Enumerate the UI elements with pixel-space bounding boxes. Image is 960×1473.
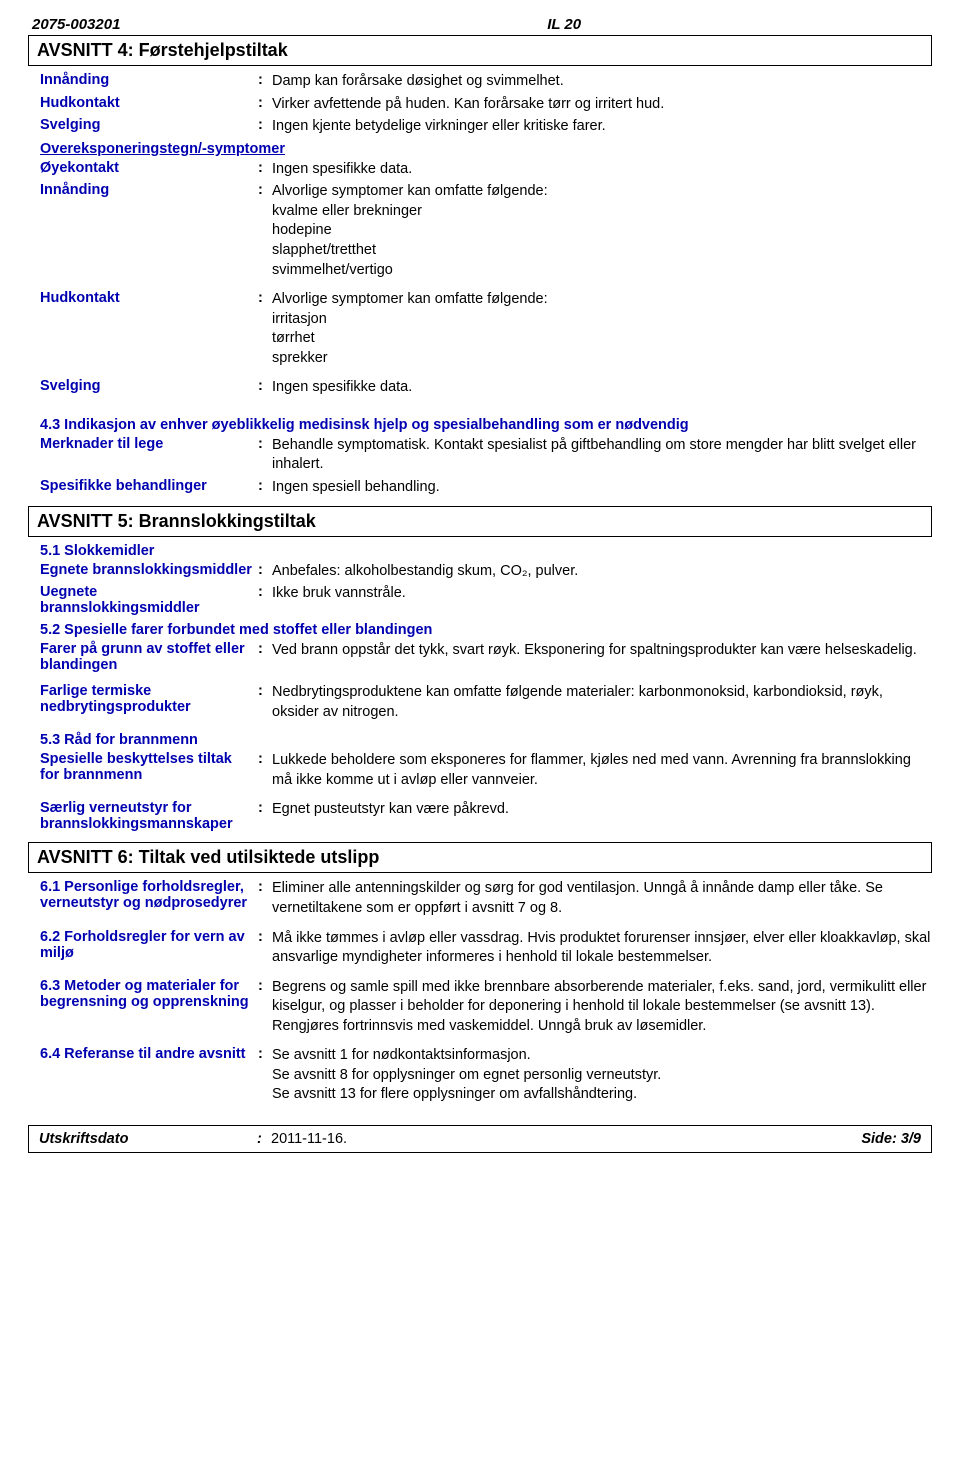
s6-r-row: 6.1 Personlige forholdsregler, verneutst…	[28, 879, 932, 918]
s6-r-label: 6.4 Referanse til andre avsnitt	[40, 1046, 258, 1105]
s4-r3-label: Spesifikke behandlinger	[40, 478, 258, 498]
s4-r2-label: Øyekontakt	[40, 160, 258, 180]
s5-r3-label: Spesielle beskyttelses tiltak for brannm…	[40, 751, 258, 790]
s5-r1-value: Anbefales: alkoholbestandig skum, CO₂, p…	[272, 562, 932, 582]
s5-r2-label: Farlige termiske nedbrytingsprodukter	[40, 683, 258, 722]
s6-r-label: 6.2 Forholdsregler for vern av miljø	[40, 929, 258, 968]
s4-r2-value: Alvorlige symptomer kan omfatte følgende…	[272, 182, 932, 280]
footer-page: Side: 3/9	[861, 1131, 921, 1147]
s6-r-row: 6.2 Forholdsregler for vern av miljø:Må …	[28, 929, 932, 968]
s4-r2-label: Hudkontakt	[40, 290, 258, 368]
s5-r3-row: Spesielle beskyttelses tiltak for brannm…	[28, 751, 932, 790]
s6-r-value: Må ikke tømmes i avløp eller vassdrag. H…	[272, 929, 932, 968]
s5-r3-label: Særlig verneutstyr for brannslokkingsman…	[40, 800, 258, 832]
footer-date-value: 2011-11-16.	[271, 1131, 347, 1147]
s5-sub1: 5.1 Slokkemidler	[40, 543, 932, 559]
s4-r1-label: Innånding	[40, 72, 258, 92]
s4-r2-row: Øyekontakt:Ingen spesifikke data.	[28, 160, 932, 180]
s6-r-label: 6.1 Personlige forholdsregler, verneutst…	[40, 879, 258, 918]
s5-r2-label: Farer på grunn av stoffet eller blanding…	[40, 641, 258, 673]
s4-r3-value: Ingen spesiell behandling.	[272, 478, 932, 498]
footer-date-label: Utskriftsdato	[39, 1131, 257, 1147]
s4-r3-row: Merknader til lege:Behandle symptomatisk…	[28, 436, 932, 475]
doc-id: 2075-003201	[32, 16, 435, 33]
s4-r2-value: Ingen spesifikke data.	[272, 378, 932, 398]
s5-r2-value: Nedbrytingsproduktene kan omfatte følgen…	[272, 683, 932, 722]
section-6-box: AVSNITT 6: Tiltak ved utilsiktede utslip…	[28, 842, 932, 873]
s4-r2-value: Ingen spesifikke data.	[272, 160, 932, 180]
s4-r2-value: Alvorlige symptomer kan omfatte følgende…	[272, 290, 932, 368]
section-4-box: AVSNITT 4: Førstehjelpstiltak	[28, 35, 932, 66]
s6-r-label: 6.3 Metoder og materialer for begrensnin…	[40, 978, 258, 1037]
s5-r1-row: Uegnete brannslokkingsmiddler:Ikke bruk …	[28, 584, 932, 616]
s4-r2-label: Innånding	[40, 182, 258, 280]
s6-r-value: Begrens og samle spill med ikke brennbar…	[272, 978, 932, 1037]
s4-r1-value: Virker avfettende på huden. Kan forårsak…	[272, 95, 932, 115]
section-5-box: AVSNITT 5: Brannslokkingstiltak	[28, 506, 932, 537]
s4-r2-row: Svelging:Ingen spesifikke data.	[28, 378, 932, 398]
s4-r2-row: Hudkontakt:Alvorlige symptomer kan omfat…	[28, 290, 932, 368]
section-5-title: AVSNITT 5: Brannslokkingstiltak	[37, 511, 923, 532]
s4-r3-label: Merknader til lege	[40, 436, 258, 475]
s4-r1-row: Innånding:Damp kan forårsake døsighet og…	[28, 72, 932, 92]
s6-r-row: 6.4 Referanse til andre avsnitt:Se avsni…	[28, 1046, 932, 1105]
s4-r1-label: Hudkontakt	[40, 95, 258, 115]
section-4-title: AVSNITT 4: Førstehjelpstiltak	[37, 40, 923, 61]
s6-r-value: Eliminer alle antenningskilder og sørg f…	[272, 879, 932, 918]
s4-r1-row: Svelging:Ingen kjente betydelige virknin…	[28, 117, 932, 137]
s5-r3-value: Egnet pusteutstyr kan være påkrevd.	[272, 800, 932, 832]
s4-subheader-1: Overeksponeringstegn/-symptomer	[40, 141, 932, 157]
s5-r2-row: Farlige termiske nedbrytingsprodukter:Ne…	[28, 683, 932, 722]
s5-r2-value: Ved brann oppstår det tykk, svart røyk. …	[272, 641, 932, 673]
s5-r3-value: Lukkede beholdere som eksponeres for fla…	[272, 751, 932, 790]
s4-r1-value: Ingen kjente betydelige virkninger eller…	[272, 117, 932, 137]
page-header: 2075-003201 IL 20	[28, 16, 932, 35]
s5-r3-row: Særlig verneutstyr for brannslokkingsman…	[28, 800, 932, 832]
doc-code: IL 20	[547, 16, 816, 33]
s6-r-value: Se avsnitt 1 for nødkontaktsinformasjon.…	[272, 1046, 932, 1105]
s5-sub2: 5.2 Spesielle farer forbundet med stoffe…	[40, 622, 932, 638]
s4-r1-value: Damp kan forårsake døsighet og svimmelhe…	[272, 72, 932, 92]
s4-r3-value: Behandle symptomatisk. Kontakt spesialis…	[272, 436, 932, 475]
s4-r2-label: Svelging	[40, 378, 258, 398]
s5-r1-label: Uegnete brannslokkingsmiddler	[40, 584, 258, 616]
s5-r1-label: Egnete brannslokkingsmiddler	[40, 562, 258, 582]
s4-r1-label: Svelging	[40, 117, 258, 137]
s5-r1-value: Ikke bruk vannstråle.	[272, 584, 932, 616]
s4-r2-row: Innånding:Alvorlige symptomer kan omfatt…	[28, 182, 932, 280]
section-6-title: AVSNITT 6: Tiltak ved utilsiktede utslip…	[37, 847, 923, 868]
s4-r1-row: Hudkontakt:Virker avfettende på huden. K…	[28, 95, 932, 115]
s5-sub3: 5.3 Råd for brannmenn	[40, 732, 932, 748]
s5-r2-row: Farer på grunn av stoffet eller blanding…	[28, 641, 932, 673]
s6-r-row: 6.3 Metoder og materialer for begrensnin…	[28, 978, 932, 1037]
s4-subheader-2: 4.3 Indikasjon av enhver øyeblikkelig me…	[40, 417, 932, 433]
page-footer: Utskriftsdato : 2011-11-16. Side: 3/9	[28, 1125, 932, 1153]
s4-r3-row: Spesifikke behandlinger:Ingen spesiell b…	[28, 478, 932, 498]
s5-r1-row: Egnete brannslokkingsmiddler:Anbefales: …	[28, 562, 932, 582]
